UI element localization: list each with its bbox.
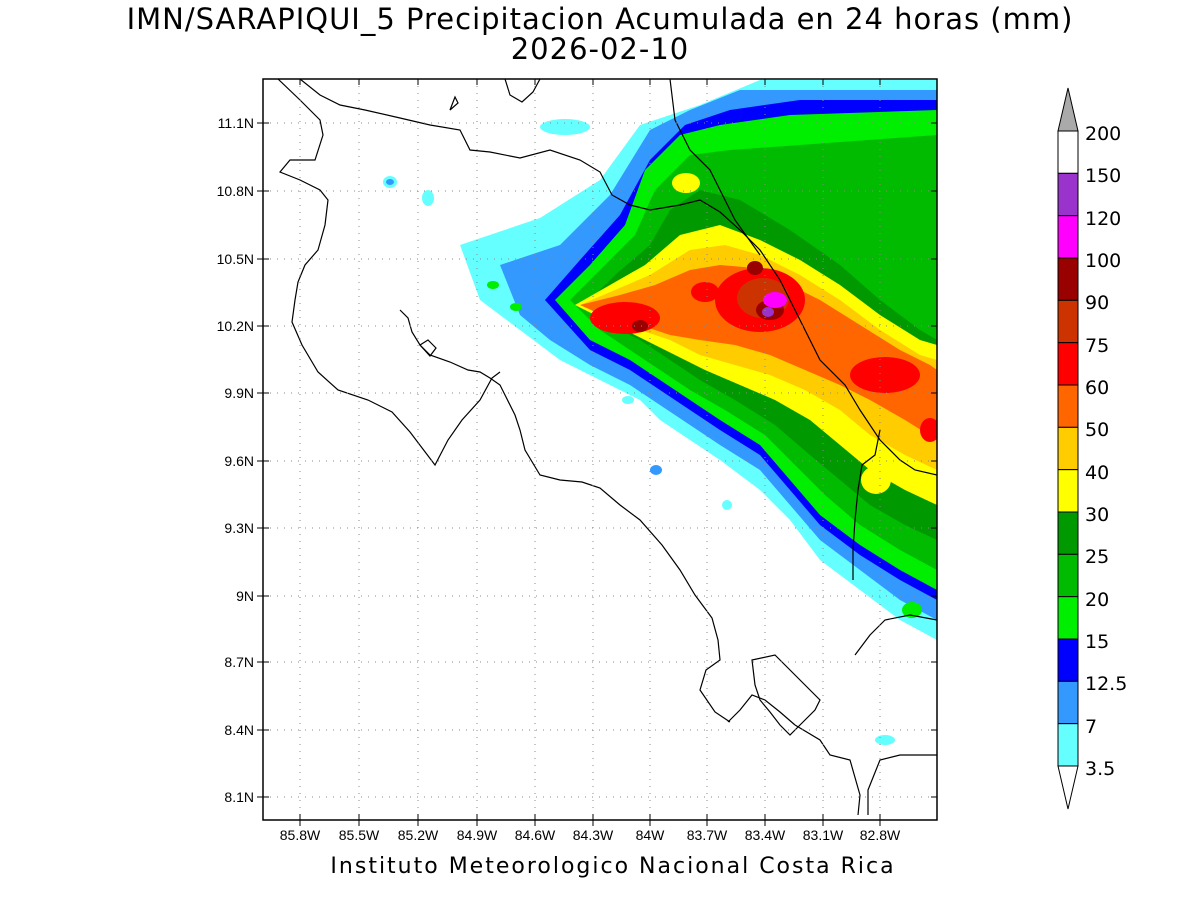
precip-field (383, 80, 937, 745)
longitude-axis: 85.8W 85.5W 85.2W 84.9W 84.6W 84.3W 84W … (280, 827, 901, 843)
map-frame (262, 78, 938, 821)
legend-label: 90 (1085, 292, 1109, 314)
lat-label: 10.8N (217, 183, 254, 199)
lon-label: 84.3W (573, 827, 614, 843)
legend-label: 75 (1085, 335, 1109, 357)
lat-label: 9N (236, 588, 254, 604)
axis-ticks (257, 79, 937, 826)
legend-label: 50 (1085, 419, 1109, 441)
colorbar-swatch (1057, 553, 1079, 598)
lat-label: 8.4N (224, 722, 254, 738)
colorbar-under-arrow (1057, 765, 1079, 810)
colorbar-swatch (1057, 130, 1079, 174)
graticule (263, 79, 937, 820)
lon-label: 83.1W (803, 827, 844, 843)
lon-label: 85.2W (398, 827, 439, 843)
colorbar-swatch (1057, 723, 1079, 767)
lat-label: 9.6N (224, 453, 254, 469)
chart-title: IMN/SARAPIQUI_5 Precipitacion Acumulada … (126, 2, 1074, 36)
legend-label: 120 (1085, 208, 1121, 230)
lat-label: 9.3N (224, 520, 254, 536)
legend-label: 3.5 (1085, 758, 1115, 780)
lat-label: 8.7N (224, 654, 254, 670)
legend-label: 15 (1085, 631, 1109, 653)
latitude-axis: 11.1N 10.8N 10.5N 10.2N 9.9N 9.6N 9.3N 9… (217, 115, 254, 805)
colorbar-swatch (1057, 257, 1079, 301)
footer-credit: Instituto Meteorologico Nacional Costa R… (330, 854, 896, 879)
legend-label: 7 (1085, 716, 1097, 738)
legend-label: 12.5 (1085, 673, 1127, 695)
lon-label: 83.7W (687, 827, 728, 843)
lon-label: 84.6W (515, 827, 556, 843)
colorbar-swatch (1057, 299, 1079, 344)
legend-label: 100 (1085, 250, 1121, 272)
colorbar-swatch (1057, 384, 1079, 428)
colorbar-swatch (1057, 596, 1079, 640)
legend-label: 30 (1085, 504, 1109, 526)
lat-label: 10.2N (217, 318, 254, 334)
coastlines (277, 79, 937, 816)
legend-label: 200 (1085, 123, 1121, 145)
colorbar-over-arrow (1057, 87, 1079, 132)
legend-label: 20 (1085, 589, 1109, 611)
colorbar-swatch (1057, 342, 1079, 386)
colorbar-swatch (1057, 172, 1079, 217)
colorbar-swatch (1057, 469, 1079, 513)
lon-label: 83.4W (745, 827, 786, 843)
legend-label: 150 (1085, 165, 1121, 187)
lat-label: 10.5N (217, 251, 254, 267)
colorbar-swatch (1057, 638, 1079, 682)
lat-label: 11.1N (218, 115, 254, 131)
lat-label: 9.9N (224, 385, 254, 401)
colorbar-swatch (1057, 511, 1079, 555)
lon-label: 84W (636, 827, 666, 843)
colorbar-swatch (1057, 426, 1079, 471)
colorbar-legend: 200 150 120 100 90 75 60 50 40 30 25 20 … (1057, 87, 1127, 810)
colorbar-swatch (1057, 215, 1079, 259)
lon-label: 85.5W (339, 827, 380, 843)
colorbar-swatch (1057, 680, 1079, 725)
chart-date: 2026-02-10 (510, 32, 690, 66)
legend-label: 25 (1085, 546, 1109, 568)
lon-label: 85.8W (280, 827, 321, 843)
lat-label: 8.1N (224, 789, 254, 805)
legend-label: 40 (1085, 462, 1109, 484)
lon-label: 82.8W (860, 827, 901, 843)
lon-label: 84.9W (457, 827, 498, 843)
legend-label: 60 (1085, 377, 1109, 399)
